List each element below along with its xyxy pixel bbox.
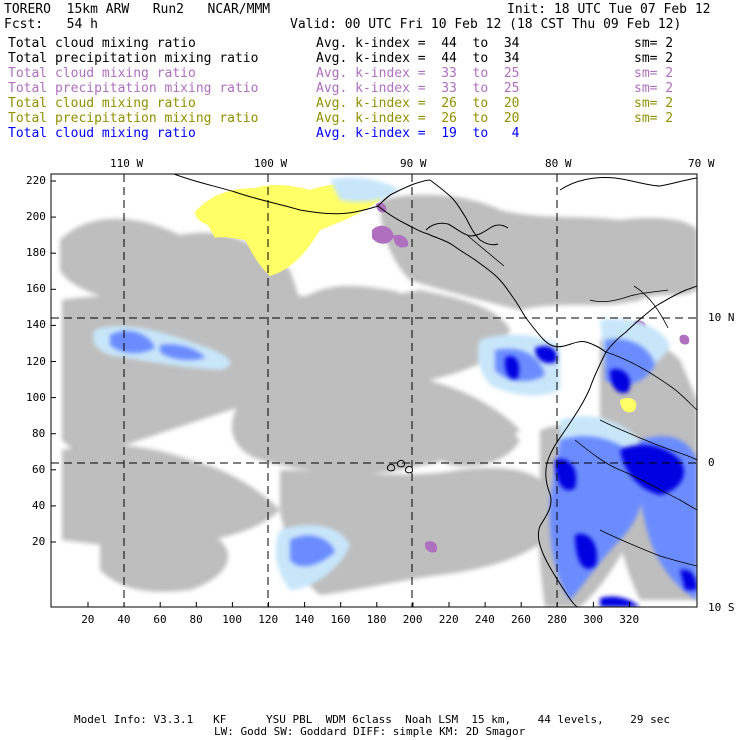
legend-field-6: Total precipitation mixing ratio <box>8 111 259 126</box>
x-tick-label: 240 <box>474 613 495 626</box>
legend-sm-5: sm= 2 <box>634 96 674 111</box>
x-tick-label: 280 <box>547 613 567 626</box>
x-tick-label: 180 <box>366 613 387 626</box>
y-tick-label: 160 <box>26 282 46 296</box>
axis-ticks <box>51 180 630 607</box>
y-tick-label: 120 <box>26 354 46 368</box>
x-tick-label: 320 <box>619 613 640 626</box>
forecast-hour: Fcst: 54 h <box>4 17 98 32</box>
legend-sm-3: sm= 2 <box>634 66 674 81</box>
borders <box>467 235 697 567</box>
lon-label-110w: 110 W <box>110 157 144 170</box>
legend-kindex-1: Avg. k-index = 44 to 34 <box>316 36 520 51</box>
x-tick-label: 260 <box>511 613 531 626</box>
legend-kindex-3: Avg. k-index = 33 to 25 <box>316 66 520 81</box>
lat-label-10n: 10 N <box>708 311 735 324</box>
legend-field-2: Total precipitation mixing ratio <box>8 51 259 66</box>
x-tick-label: 120 <box>258 613 279 626</box>
legend-field-3: Total cloud mixing ratio <box>8 66 196 81</box>
physics-info: LW: Godd SW: Goddard DIFF: simple KM: 2D… <box>214 725 526 738</box>
x-tick-label: 80 <box>189 613 203 626</box>
y-tick-label: 40 <box>32 498 46 512</box>
cloud-shading-deep-blue <box>504 345 697 607</box>
y-tick-label: 20 <box>32 535 46 548</box>
map-frame <box>50 173 698 608</box>
y-tick-label: 60 <box>32 462 46 476</box>
x-tick-label: 300 <box>583 613 604 626</box>
legend-sm-2: sm= 2 <box>634 51 674 66</box>
y-tick-label: 80 <box>32 426 46 440</box>
legend-kindex-7: Avg. k-index = 19 to 4 <box>316 126 520 141</box>
coastlines <box>173 174 697 607</box>
legend-kindex-6: Avg. k-index = 26 to 20 <box>316 111 520 126</box>
x-tick-label: 40 <box>117 613 131 626</box>
model-info: Model Info: V3.3.1 KF YSU PBL WDM 6class… <box>74 713 671 726</box>
x-tick-label: 20 <box>81 613 95 626</box>
legend-sm-6: sm= 2 <box>634 111 674 126</box>
lon-label-90w: 90 W <box>400 157 427 170</box>
y-tick-label: 200 <box>26 210 46 224</box>
legend-kindex-4: Avg. k-index = 33 to 25 <box>316 81 520 96</box>
init-time: Init: 18 UTC Tue 07 Feb 12 <box>507 2 711 17</box>
x-tick-label: 160 <box>330 613 351 626</box>
legend-kindex-2: Avg. k-index = 44 to 34 <box>316 51 520 66</box>
x-tick-label: 100 <box>222 613 243 626</box>
model-title: TORERO 15km ARW Run2 NCAR/MMM <box>4 2 271 17</box>
y-tick-label: 100 <box>26 390 46 404</box>
y-tick-label: 180 <box>26 246 46 260</box>
y-tick-label: 140 <box>26 318 46 332</box>
legend-sm-4: sm= 2 <box>634 81 674 96</box>
legend-field-7: Total cloud mixing ratio <box>8 126 196 141</box>
lon-label-80w: 80 W <box>545 157 572 170</box>
lat-label-10s: 10 S <box>708 601 735 614</box>
lon-label-100w: 100 W <box>254 157 288 170</box>
legend-field-4: Total precipitation mixing ratio <box>8 81 259 96</box>
lon-label-70w: 70 W <box>688 157 715 170</box>
valid-time: Valid: 00 UTC Fri 10 Feb 12 (18 CST Thu … <box>290 17 682 32</box>
x-tick-label: 220 <box>438 613 459 626</box>
graticule <box>51 174 697 607</box>
lat-label-0: 0 <box>708 456 715 469</box>
legend-kindex-5: Avg. k-index = 26 to 20 <box>316 96 520 111</box>
y-tick-label: 220 <box>26 174 46 187</box>
legend-sm-1: sm= 2 <box>634 36 674 51</box>
x-tick-label: 140 <box>294 613 315 626</box>
x-tick-label: 200 <box>402 613 423 626</box>
legend-field-1: Total cloud mixing ratio <box>8 36 196 51</box>
legend-field-5: Total cloud mixing ratio <box>8 96 196 111</box>
x-tick-label: 60 <box>153 613 167 626</box>
